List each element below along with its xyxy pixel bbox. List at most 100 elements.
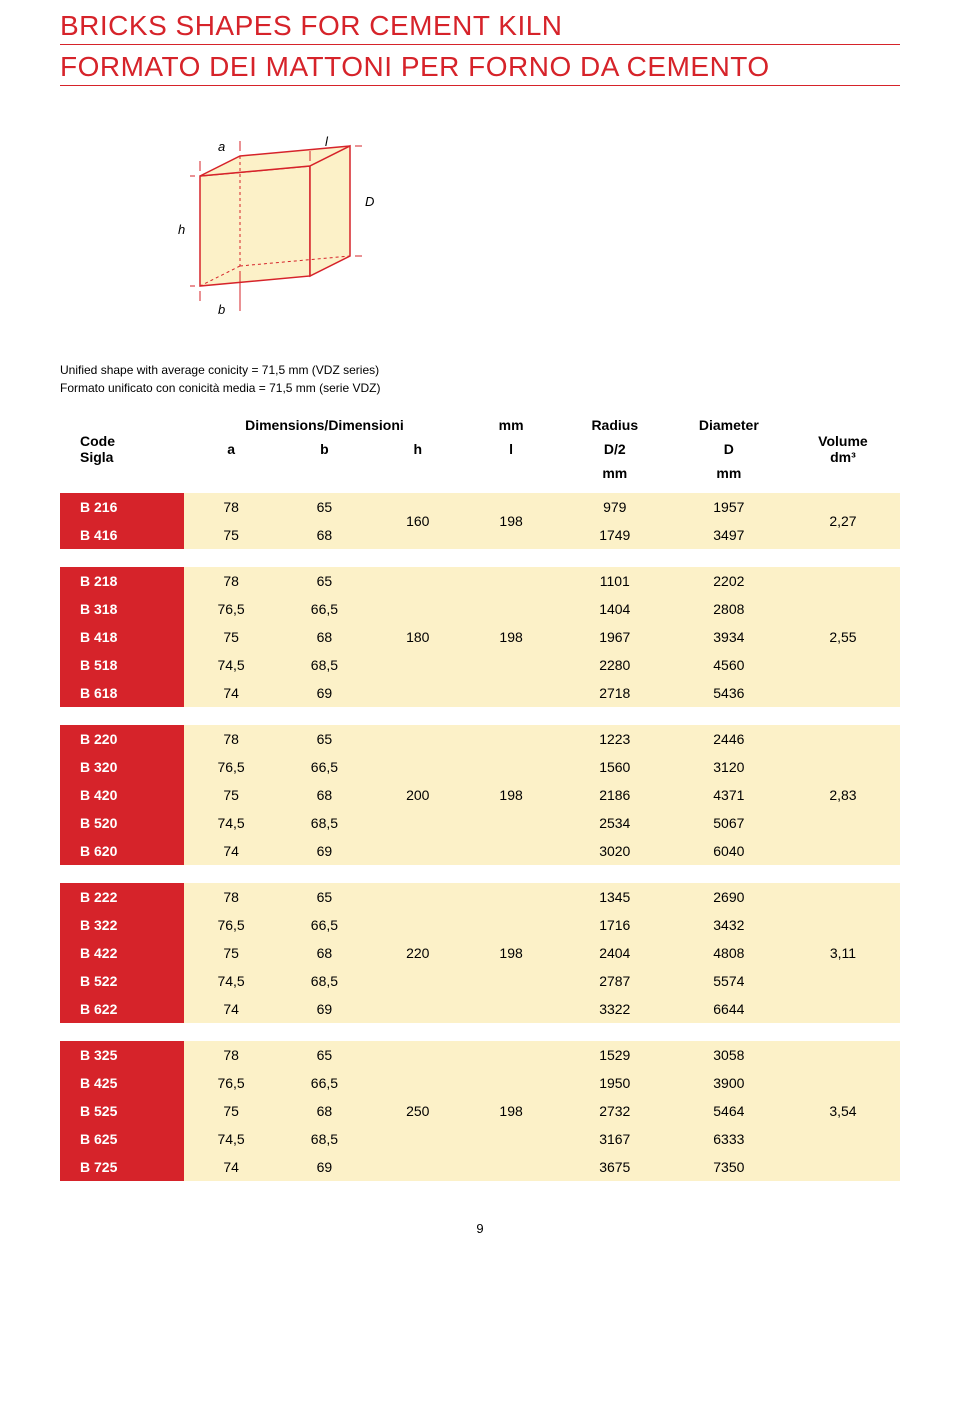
cell-b: 69 <box>278 995 371 1023</box>
cell-code: B 416 <box>60 521 184 549</box>
cell-d2: 1716 <box>558 911 672 939</box>
table-row: B 2207865200198122324462,83 <box>60 725 900 753</box>
cell-a: 76,5 <box>184 1069 277 1097</box>
cell-d: 2690 <box>672 883 786 911</box>
cell-b: 69 <box>278 679 371 707</box>
cell-d2: 1101 <box>558 567 672 595</box>
cell-code: B 525 <box>60 1097 184 1125</box>
cell-a: 75 <box>184 1097 277 1125</box>
cell-d2: 1223 <box>558 725 672 753</box>
cell-a: 74,5 <box>184 1125 277 1153</box>
cell-b: 65 <box>278 493 371 521</box>
cell-b: 65 <box>278 883 371 911</box>
data-group-table: B 216786516019897919572,27B 416756817493… <box>60 493 900 549</box>
diagram-label-h: h <box>178 222 185 237</box>
header-code: Code <box>80 433 115 449</box>
cell-volume: 3,54 <box>786 1041 900 1181</box>
cell-code: B 318 <box>60 595 184 623</box>
cell-d: 5574 <box>672 967 786 995</box>
cell-volume: 2,27 <box>786 493 900 549</box>
cell-d2: 1345 <box>558 883 672 911</box>
cell-b: 66,5 <box>278 911 371 939</box>
header-mm-top: mm <box>464 409 557 437</box>
cell-code: B 220 <box>60 725 184 753</box>
cell-b: 68 <box>278 1097 371 1125</box>
cell-code: B 622 <box>60 995 184 1023</box>
dimensions-header-table: Code Sigla Dimensions/Dimensioni mm Radi… <box>60 409 900 485</box>
cell-d: 2202 <box>672 567 786 595</box>
cell-h: 250 <box>371 1041 464 1181</box>
cell-l: 198 <box>464 1041 557 1181</box>
cell-a: 75 <box>184 939 277 967</box>
header-radius: Radius <box>558 409 672 437</box>
title-english: BRICKS SHAPES FOR CEMENT KILN <box>60 10 900 45</box>
cell-code: B 216 <box>60 493 184 521</box>
header-mm-d2: mm <box>558 461 672 485</box>
header-l: l <box>464 437 557 461</box>
cell-code: B 520 <box>60 809 184 837</box>
cell-d: 6644 <box>672 995 786 1023</box>
cell-b: 66,5 <box>278 1069 371 1097</box>
cell-b: 68,5 <box>278 967 371 995</box>
cell-d2: 3675 <box>558 1153 672 1181</box>
cell-d: 2446 <box>672 725 786 753</box>
cell-a: 78 <box>184 1041 277 1069</box>
cell-b: 65 <box>278 567 371 595</box>
cell-code: B 420 <box>60 781 184 809</box>
cell-d: 3120 <box>672 753 786 781</box>
cell-a: 75 <box>184 623 277 651</box>
cell-d2: 1529 <box>558 1041 672 1069</box>
cell-code: B 418 <box>60 623 184 651</box>
cell-d: 1957 <box>672 493 786 521</box>
cell-d2: 2732 <box>558 1097 672 1125</box>
cell-a: 74 <box>184 995 277 1023</box>
cell-l: 198 <box>464 493 557 549</box>
cell-l: 198 <box>464 725 557 865</box>
header-volume-unit: dm³ <box>830 449 856 465</box>
cell-d2: 1967 <box>558 623 672 651</box>
cell-b: 66,5 <box>278 753 371 781</box>
cell-l: 198 <box>464 883 557 1023</box>
cell-volume: 2,55 <box>786 567 900 707</box>
page-number: 9 <box>60 1221 900 1236</box>
cell-d2: 979 <box>558 493 672 521</box>
cell-d: 3058 <box>672 1041 786 1069</box>
diagram-label-D: D <box>365 194 374 209</box>
cell-volume: 3,11 <box>786 883 900 1023</box>
cell-b: 68 <box>278 623 371 651</box>
cell-d2: 2186 <box>558 781 672 809</box>
cell-h: 220 <box>371 883 464 1023</box>
cell-d2: 2280 <box>558 651 672 679</box>
cell-code: B 322 <box>60 911 184 939</box>
cell-d2: 1560 <box>558 753 672 781</box>
cell-a: 74 <box>184 837 277 865</box>
cell-d: 6333 <box>672 1125 786 1153</box>
cell-code: B 725 <box>60 1153 184 1181</box>
cell-a: 74 <box>184 679 277 707</box>
cell-d2: 1950 <box>558 1069 672 1097</box>
brick-svg: a l h D b <box>140 116 400 316</box>
cell-a: 78 <box>184 883 277 911</box>
cell-d: 3497 <box>672 521 786 549</box>
header-d: D <box>672 437 786 461</box>
note-line-1: Unified shape with average conicity = 71… <box>60 361 900 379</box>
brick-diagram: a l h D b <box>140 116 900 321</box>
diagram-label-b: b <box>218 302 225 316</box>
cell-b: 66,5 <box>278 595 371 623</box>
header-sigla: Sigla <box>80 449 113 465</box>
cell-code: B 218 <box>60 567 184 595</box>
header-dimensions: Dimensions/Dimensioni <box>184 409 464 437</box>
cell-d2: 2787 <box>558 967 672 995</box>
data-group-table: B 2207865200198122324462,83B 32076,566,5… <box>60 725 900 865</box>
title-italian: FORMATO DEI MATTONI PER FORNO DA CEMENTO <box>60 51 900 86</box>
cell-b: 68 <box>278 521 371 549</box>
data-group-table: B 3257865250198152930583,54B 42576,566,5… <box>60 1041 900 1181</box>
cell-d2: 2404 <box>558 939 672 967</box>
header-volume: Volume dm³ <box>786 409 900 485</box>
cell-code: B 518 <box>60 651 184 679</box>
note-line-2: Formato unificato con conicità media = 7… <box>60 379 900 397</box>
cell-d2: 1404 <box>558 595 672 623</box>
cell-a: 76,5 <box>184 911 277 939</box>
cell-a: 76,5 <box>184 753 277 781</box>
cell-a: 74,5 <box>184 809 277 837</box>
